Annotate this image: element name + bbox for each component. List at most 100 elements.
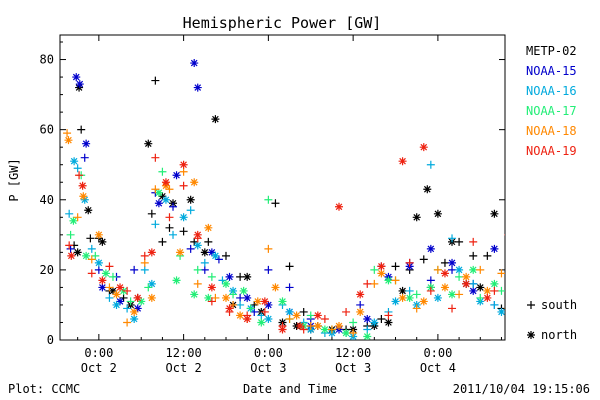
north-point [296, 321, 305, 330]
north-point [356, 290, 365, 299]
north-point [64, 136, 73, 145]
legend-entry: NOAA-17 [526, 104, 577, 118]
north-point [462, 272, 471, 281]
north-point [98, 237, 107, 246]
north-point [448, 290, 457, 299]
south-point [158, 167, 167, 176]
south-point [405, 286, 414, 295]
south-point [582, 266, 590, 274]
marker-legend: south north [527, 298, 577, 342]
north-point [130, 307, 139, 316]
south-point [140, 258, 149, 267]
south-point [87, 269, 96, 278]
south-point [285, 314, 294, 323]
south-point [285, 262, 294, 271]
south-point [490, 300, 499, 309]
south-point [105, 283, 114, 292]
legend-entry: NOAA-19 [526, 144, 577, 158]
south-point [207, 297, 216, 306]
south-point [299, 325, 308, 334]
south-point [469, 279, 478, 288]
y-tick-label: 40 [40, 193, 54, 207]
north-point [440, 269, 449, 278]
x-tick-date-label: Oct 2 [81, 361, 117, 375]
north-point [448, 258, 457, 267]
south-point [65, 209, 74, 218]
north-point [94, 230, 103, 239]
north-point [75, 83, 84, 92]
south-point [186, 244, 195, 253]
south-point [490, 286, 499, 295]
south-point [370, 265, 379, 274]
x-tick-time-label: 0:00 [254, 346, 283, 360]
north-point [575, 245, 583, 253]
south-point [561, 248, 569, 256]
north-point [70, 157, 79, 166]
south-point [165, 185, 174, 194]
south-point [165, 223, 174, 232]
south-point [363, 325, 372, 334]
south-point [193, 279, 202, 288]
south-point [147, 209, 156, 218]
south-point [391, 262, 400, 271]
south-point [405, 258, 414, 267]
series-noaa-17 [66, 167, 590, 340]
north-point [133, 304, 142, 313]
north-point [72, 73, 81, 82]
x-tick-time-label: 12:00 [166, 346, 202, 360]
y-axis-label: P [GW] [7, 158, 21, 201]
south-point [483, 251, 492, 260]
north-point [504, 251, 505, 253]
south-point [87, 244, 96, 253]
north-point [179, 213, 188, 222]
north-point [264, 314, 273, 323]
north-point [313, 321, 322, 330]
north-point [476, 283, 485, 292]
north-point [433, 293, 442, 302]
north-point [278, 325, 287, 334]
south-point [214, 255, 223, 264]
south-point [349, 318, 358, 327]
south-point [519, 308, 527, 316]
north-point [176, 248, 185, 257]
north-point [490, 244, 499, 253]
south-point [426, 286, 435, 295]
north-point [116, 283, 125, 292]
south-point [151, 185, 160, 194]
south-point [75, 171, 84, 180]
north-point [377, 262, 386, 271]
north-point [116, 297, 125, 306]
north-point [207, 283, 216, 292]
south-point [455, 237, 464, 246]
north-point [292, 311, 301, 320]
north-point [398, 286, 407, 295]
north-point [154, 188, 163, 197]
north-point [221, 293, 230, 302]
north-point [243, 272, 252, 281]
north-point [67, 251, 76, 260]
south-point [65, 241, 74, 250]
north-point [568, 255, 576, 263]
south-point [363, 279, 372, 288]
x-tick-date-label: Oct 3 [335, 361, 371, 375]
south-point [426, 160, 435, 169]
south-point [123, 304, 132, 313]
south-point [211, 293, 220, 302]
north-point [469, 286, 478, 295]
marker-legend-label: south [541, 298, 577, 312]
legend-entry: NOAA-15 [526, 64, 577, 78]
south-point [469, 251, 478, 260]
north-point [147, 279, 156, 288]
north-point [561, 220, 569, 228]
south-point [246, 304, 255, 313]
x-tick-time-label: 12:00 [335, 346, 371, 360]
south-point [179, 227, 188, 236]
north-point [540, 182, 548, 190]
south-point [533, 315, 541, 323]
south-point [190, 237, 199, 246]
north-point [221, 279, 230, 288]
north-point [582, 266, 590, 274]
south-point [349, 328, 358, 337]
north-point [158, 192, 167, 201]
x-tick-date-label: Oct 2 [166, 361, 202, 375]
